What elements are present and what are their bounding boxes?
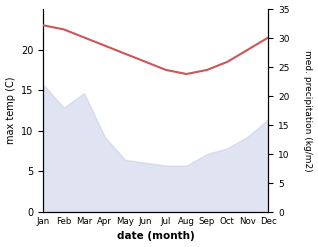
- Y-axis label: med. precipitation (kg/m2): med. precipitation (kg/m2): [303, 50, 313, 171]
- X-axis label: date (month): date (month): [117, 231, 195, 242]
- Y-axis label: max temp (C): max temp (C): [5, 77, 16, 144]
